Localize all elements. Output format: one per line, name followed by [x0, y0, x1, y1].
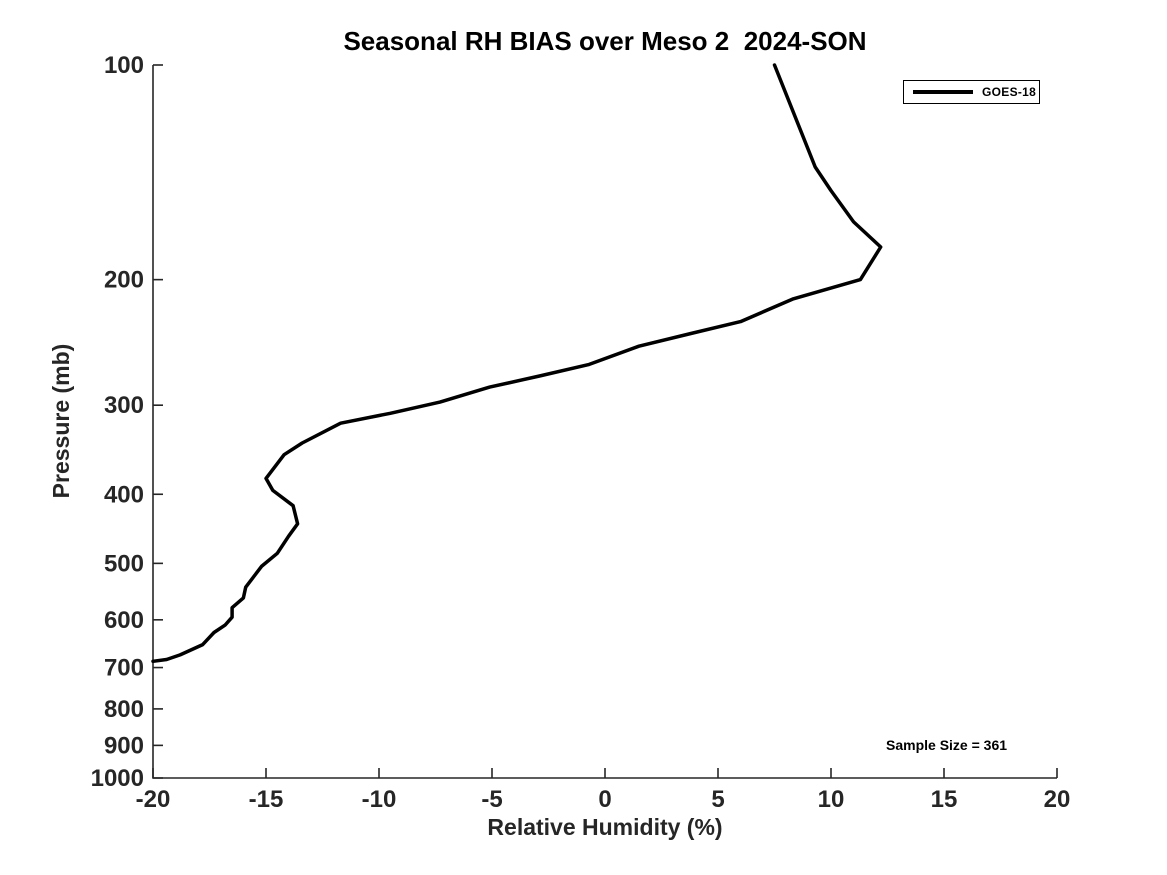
y-tick-label: 300	[104, 392, 144, 419]
x-tick-label: -5	[481, 786, 502, 813]
x-tick-label: 0	[598, 786, 611, 813]
x-tick-label: -15	[249, 786, 284, 813]
x-axis-label: Relative Humidity (%)	[487, 814, 723, 840]
y-tick-label: 500	[104, 550, 144, 577]
y-tick-label: 400	[104, 481, 144, 508]
y-tick-label: 200	[104, 267, 144, 294]
y-tick-label: 100	[104, 52, 144, 79]
axes-lines	[152, 65, 1057, 779]
x-tick-label: 5	[711, 786, 724, 813]
x-tick-label: 15	[931, 786, 958, 813]
data-line-goes-18	[151, 63, 883, 664]
x-tick-label: -20	[136, 786, 171, 813]
x-tick-label: 20	[1044, 786, 1071, 813]
y-tick-label: 1000	[91, 765, 144, 792]
sample-size-annotation: Sample Size = 361	[886, 737, 1008, 753]
chart-title: Seasonal RH BIAS over Meso 2 2024-SON	[343, 26, 867, 56]
y-tick-label: 600	[104, 607, 144, 634]
x-tick-label: -10	[362, 786, 397, 813]
legend: GOES-18	[903, 80, 1040, 104]
x-tick-label: 10	[818, 786, 845, 813]
y-tick-label: 700	[104, 655, 144, 682]
y-tick-label: 800	[104, 696, 144, 723]
y-tick-label: 900	[104, 732, 144, 759]
legend-line-sample-icon	[913, 90, 973, 94]
legend-label: GOES-18	[982, 85, 1037, 99]
